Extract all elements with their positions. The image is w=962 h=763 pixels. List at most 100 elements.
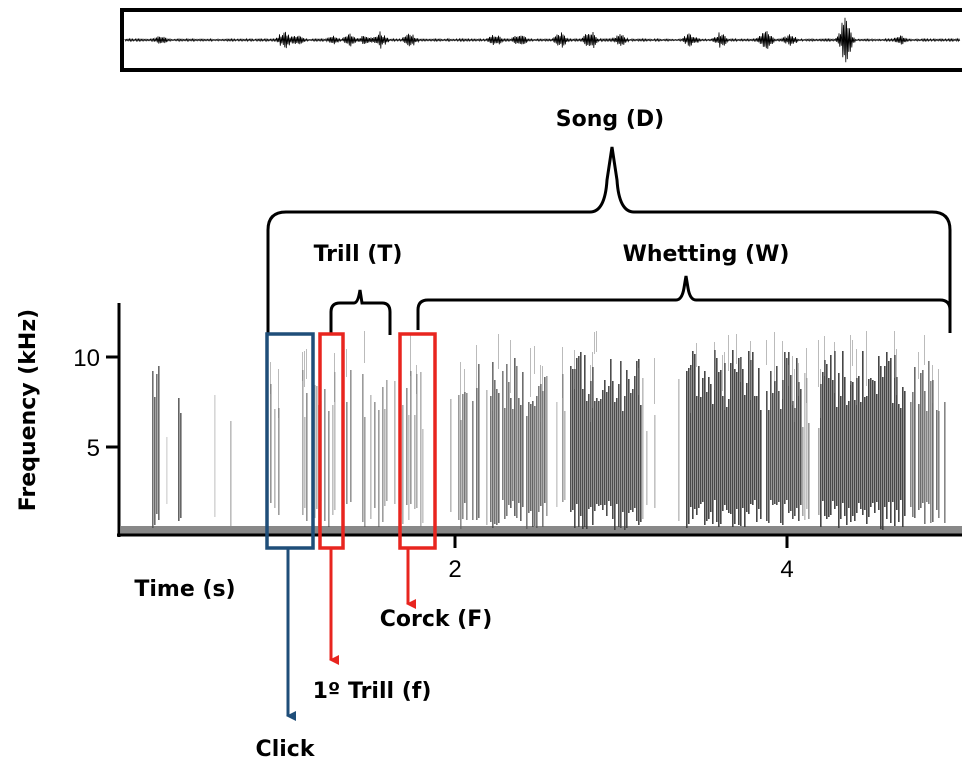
x-tick-label: 4: [780, 556, 793, 583]
spectrogram-streak: [576, 358, 578, 504]
spectrogram-streak: [528, 402, 530, 513]
spectrogram-streak: [874, 381, 876, 513]
spectrogram-streak: [476, 345, 477, 398]
spectrogram-streak: [530, 404, 532, 511]
spectrogram-streak: [522, 372, 524, 507]
spectrogram-streak: [306, 393, 308, 521]
spectrogram-streak: [738, 358, 740, 525]
spectrogram-streak: [328, 411, 330, 527]
spectrogram-streak: [876, 394, 878, 502]
spectrogram-streak: [630, 393, 632, 510]
spectrogram-streak: [730, 363, 732, 514]
spectrogram-streak: [930, 381, 932, 523]
spectrogram-streak: [828, 378, 830, 517]
spectrogram-streak: [770, 371, 772, 500]
spectrogram-streak: [498, 334, 499, 369]
y-tick-label: 5: [87, 435, 100, 462]
spectrogram-streak: [416, 374, 418, 508]
spectrogram-streak: [742, 369, 744, 508]
spectrogram-streak: [638, 359, 640, 525]
spectrogram-streak: [900, 408, 902, 500]
spectrogram-streak: [722, 396, 724, 511]
spectrogram-streak: [728, 335, 729, 371]
spectrogram-streak: [752, 352, 754, 505]
spectrogram-streak: [924, 391, 926, 524]
spectrogram-streak: [382, 387, 384, 522]
spectrogram-streak: [410, 335, 411, 376]
spectrogram-streak: [838, 373, 840, 528]
spectrogram-streak: [756, 396, 758, 522]
spectrogram-streak: [888, 361, 890, 502]
spectrogram-streak: [820, 384, 822, 527]
spectrogram-streak: [734, 369, 736, 524]
spectrogram-streak: [270, 362, 271, 394]
spectrogram-streak: [492, 368, 493, 411]
spectrogram-streak: [534, 406, 536, 526]
spectrogram-streak: [270, 384, 272, 503]
x-tick-label: 2: [448, 556, 461, 583]
spectrogram-streak: [718, 372, 720, 527]
spectrogram-streak: [700, 397, 702, 504]
spectrogram-streak: [154, 397, 156, 525]
corck-label: Corck (F): [380, 607, 493, 632]
spectrogram-streak: [586, 401, 588, 529]
y-tick-label: 10: [73, 345, 100, 372]
spectrogram-streak: [504, 408, 506, 519]
spectrogram-streak: [846, 405, 848, 525]
spectrogram-streak: [350, 370, 352, 502]
spectrogram-streak: [850, 335, 851, 385]
spectrogram-streak: [736, 372, 738, 509]
spectrogram-streak: [866, 331, 867, 386]
spectrogram-streak: [912, 392, 914, 517]
spectrogram-streak: [544, 377, 546, 503]
spectrogram-streak: [362, 374, 364, 522]
spectrogram-streak: [798, 363, 799, 396]
spectrogram-streak: [758, 368, 760, 509]
spectrogram-streak: [612, 381, 614, 519]
spectrogram-streak: [540, 365, 541, 422]
spectrogram-streak: [868, 379, 870, 517]
spectrogram-streak: [642, 378, 644, 519]
spectrogram-streak: [512, 409, 514, 501]
spectrogram-streak: [748, 351, 750, 514]
spectrogram-streak: [870, 378, 872, 507]
spectrogram-streak: [932, 365, 933, 403]
spectrogram-streak: [166, 437, 168, 504]
spectrogram-streak: [466, 393, 468, 520]
spectrogram-streak: [416, 365, 417, 394]
spectrogram-streak: [922, 370, 924, 503]
spectrogram-streak: [884, 366, 886, 507]
corck-box: [398, 332, 437, 550]
spectrogram-streak: [324, 389, 326, 521]
spectrogram-streak: [478, 364, 480, 518]
spectrogram-streak: [406, 388, 408, 505]
spectrogram-streak: [806, 348, 807, 403]
spectrogram-streak: [542, 391, 544, 527]
spectrogram-streak: [510, 340, 511, 393]
spectrogram-streak: [714, 342, 715, 390]
spectrogram-streak: [346, 402, 348, 504]
spectrogram-streak: [938, 369, 939, 420]
spectrogram-streak: [492, 362, 494, 528]
spectrogram-streak: [370, 395, 372, 519]
spectrogram-streak: [898, 404, 900, 522]
spectrogram-streak: [732, 350, 734, 527]
spectrogram-streak: [796, 358, 798, 508]
spectrogram-streak: [230, 421, 232, 526]
spectrogram-streak: [782, 341, 783, 399]
spectrogram-streak: [394, 381, 396, 504]
spectrogram-streak: [574, 369, 576, 528]
spectrogram-streak: [604, 380, 606, 505]
spectrogram-streak: [532, 401, 534, 527]
spectrogram-streak: [858, 376, 860, 503]
spectrogram-streak: [794, 369, 795, 422]
waveform-trace: [124, 17, 961, 63]
spectrogram-streak: [750, 360, 752, 504]
spectrogram-streak: [786, 358, 788, 500]
spectrogram-streak: [562, 374, 564, 502]
spectrogram-streak: [792, 356, 793, 405]
spectrogram-streak: [768, 410, 770, 523]
spectrogram-streak: [540, 384, 542, 506]
